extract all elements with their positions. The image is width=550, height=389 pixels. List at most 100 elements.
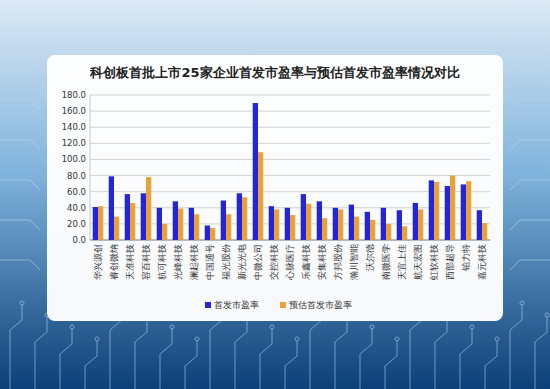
circuit-line bbox=[510, 305, 522, 389]
x-tick-label: 南微医学 bbox=[381, 244, 391, 280]
bar bbox=[114, 217, 119, 240]
circuit-line bbox=[510, 180, 550, 190]
title: 科创板首批上市25家企业首发市盈率与预估首发市盈率情况对比 bbox=[89, 65, 459, 80]
bar bbox=[349, 205, 354, 240]
circuit-line bbox=[460, 329, 472, 389]
bar bbox=[477, 210, 482, 240]
bar bbox=[130, 203, 135, 240]
bar bbox=[173, 201, 178, 240]
circuit-line bbox=[35, 317, 47, 389]
circuit-node bbox=[95, 337, 99, 341]
legend: 首发市盈率 预估首发市盈率 bbox=[205, 300, 352, 310]
bars bbox=[93, 103, 488, 240]
bar bbox=[194, 214, 199, 240]
circuit-line bbox=[235, 317, 247, 389]
circuit-line bbox=[10, 305, 22, 389]
circuit-node bbox=[70, 325, 74, 329]
circuit-line bbox=[510, 260, 550, 270]
x-tick-label: 乐鑫科技 bbox=[301, 244, 311, 280]
circuit-node bbox=[495, 337, 499, 341]
legend-label: 首发市盈率 bbox=[214, 300, 259, 310]
bar bbox=[413, 203, 418, 240]
bar bbox=[189, 208, 194, 240]
grid-line bbox=[90, 111, 490, 112]
x-tick-label: 新光光电 bbox=[237, 244, 247, 280]
bar bbox=[258, 152, 263, 240]
bar bbox=[146, 177, 151, 240]
chart: 科创板首批上市25家企业首发市盈率与预估首发市盈率情况对比 0.0 20.0 40.0… bbox=[0, 0, 550, 389]
y-tick-label: 40.0 bbox=[67, 203, 86, 213]
circuit-line bbox=[510, 220, 550, 230]
x-tick-label: 睿创微纳 bbox=[109, 244, 119, 280]
circuit-node bbox=[195, 337, 199, 341]
bar bbox=[109, 176, 114, 240]
bar bbox=[354, 217, 359, 240]
bar bbox=[445, 186, 450, 240]
bar bbox=[434, 182, 439, 240]
circuit-line bbox=[435, 317, 447, 389]
circuit-line bbox=[510, 140, 550, 150]
circuit-line bbox=[510, 60, 550, 70]
bar bbox=[162, 224, 167, 240]
grid-line bbox=[90, 159, 490, 160]
x-tick-label: 沃尔德 bbox=[365, 244, 375, 271]
bar bbox=[205, 226, 210, 241]
circuit-line bbox=[0, 260, 40, 270]
circuit-line bbox=[360, 329, 372, 389]
circuit-node bbox=[170, 325, 174, 329]
bar bbox=[157, 208, 162, 240]
circuit-line bbox=[0, 220, 40, 230]
bar bbox=[125, 194, 130, 240]
x-tick-label: 华兴源创 bbox=[93, 244, 103, 280]
bar bbox=[386, 224, 391, 240]
x-tick-label: 铂力特 bbox=[461, 244, 471, 272]
x-tick-label: 方邦股份 bbox=[333, 244, 343, 280]
circuit-node bbox=[370, 325, 374, 329]
x-tick-label: 安集科技 bbox=[317, 244, 327, 280]
x-tick-label: 中国通号 bbox=[205, 244, 215, 280]
circuit-node bbox=[20, 301, 24, 305]
circuit-line bbox=[60, 329, 72, 389]
bar bbox=[402, 226, 407, 240]
circuit-line bbox=[485, 341, 497, 389]
circuit-line bbox=[135, 317, 147, 389]
bar bbox=[290, 215, 295, 240]
x-tick-label: 杭可科技 bbox=[157, 244, 167, 281]
bar bbox=[461, 184, 466, 240]
bar bbox=[242, 197, 247, 240]
bar bbox=[237, 193, 242, 240]
bar bbox=[322, 218, 327, 240]
x-tick-label: 心脉医疗 bbox=[285, 244, 295, 281]
bar bbox=[98, 206, 103, 240]
y-tick-label: 80.0 bbox=[67, 171, 86, 181]
bar bbox=[93, 207, 98, 240]
bar bbox=[221, 201, 226, 240]
y-tick-label: 0.0 bbox=[72, 235, 86, 245]
bar bbox=[210, 228, 215, 240]
bar bbox=[269, 206, 274, 240]
y-tick-label: 20.0 bbox=[67, 219, 86, 229]
grid-line bbox=[90, 95, 490, 96]
x-tick-label: 虹软科技 bbox=[429, 244, 439, 280]
circuit-line bbox=[0, 180, 40, 190]
bar bbox=[370, 220, 375, 240]
x-tick-label: 西部超导 bbox=[445, 244, 455, 280]
x-tick-label: 中微公司 bbox=[253, 244, 263, 280]
circuit-line bbox=[0, 140, 40, 150]
x-tick-label: 瀚川智能 bbox=[349, 244, 359, 280]
x-tick-label: 福光股份 bbox=[221, 244, 231, 280]
circuit-node bbox=[520, 301, 524, 305]
circuit-line bbox=[160, 329, 172, 389]
y-tick-label: 160.0 bbox=[62, 106, 86, 116]
bar bbox=[317, 201, 322, 240]
x-tick-label: 天宜上佳 bbox=[397, 244, 407, 280]
circuit-node bbox=[470, 325, 474, 329]
circuit-line bbox=[385, 341, 397, 389]
bar bbox=[450, 176, 455, 240]
bar bbox=[285, 208, 290, 240]
y-tick-label: 140.0 bbox=[62, 122, 86, 132]
bar bbox=[338, 209, 343, 240]
bar bbox=[253, 103, 258, 240]
legend-label: 预估首发市盈率 bbox=[289, 300, 352, 310]
circuit-line bbox=[285, 341, 297, 389]
